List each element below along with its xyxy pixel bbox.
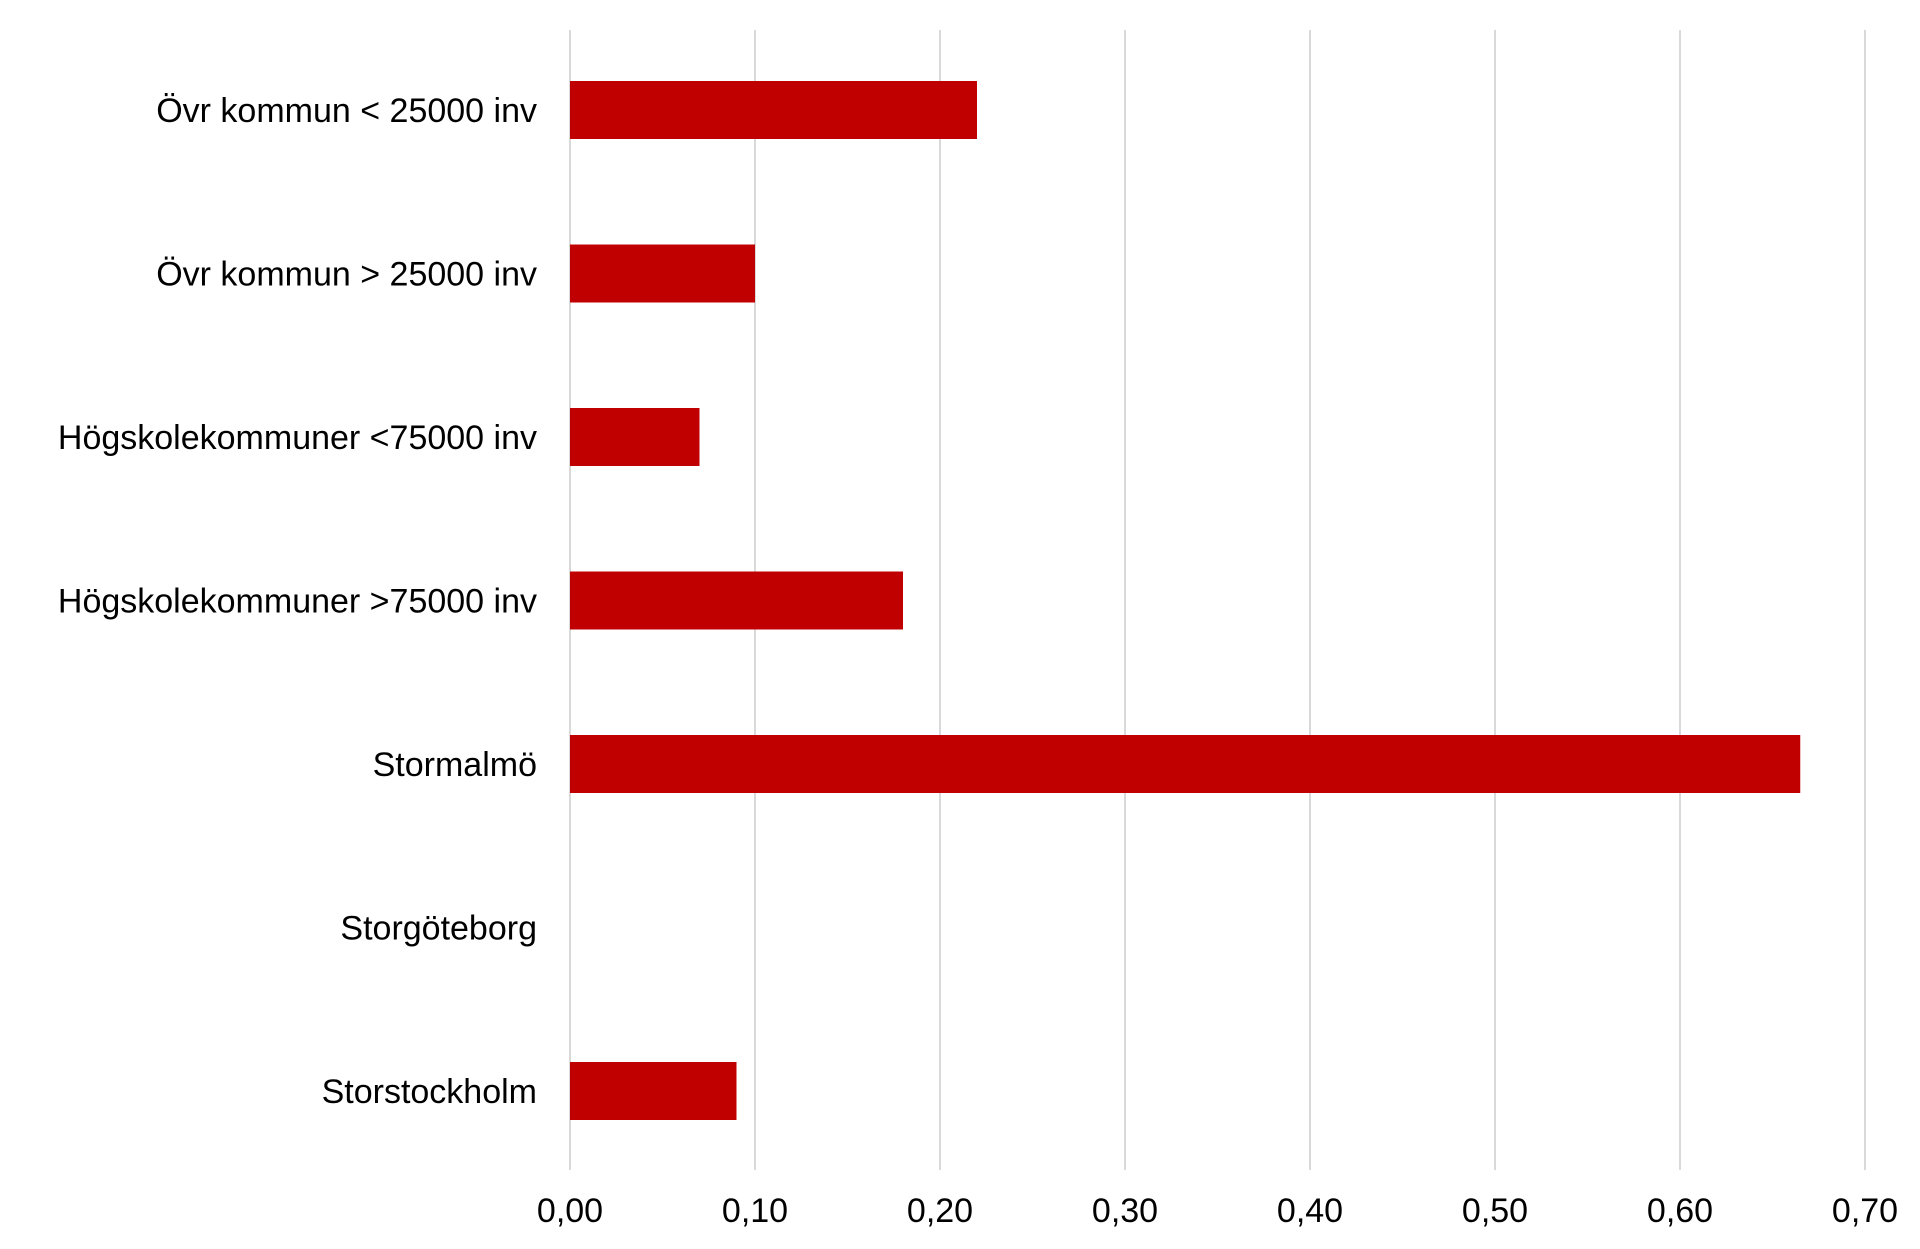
category-label: Storstockholm: [322, 1073, 537, 1111]
bar: [570, 81, 977, 139]
category-label: Storgöteborg: [340, 910, 537, 948]
x-tick-label: 0,50: [1462, 1192, 1528, 1230]
x-axis-tick-labels: 0,00 0,10 0,20 0,30 0,40 0,50 0,60 0,70: [537, 1192, 1898, 1230]
category-label: Högskolekommuner <75000 inv: [58, 419, 537, 457]
bar: [570, 735, 1801, 793]
category-label: Övr kommun < 25000 inv: [156, 92, 537, 130]
category-labels: Övr kommun < 25000 inv Övr kommun > 25000…: [58, 92, 537, 1111]
bars: [570, 81, 1801, 1120]
bar: [570, 244, 755, 303]
x-tick-label: 0,40: [1277, 1192, 1343, 1230]
category-label: Stormalmö: [373, 746, 537, 784]
x-tick-label: 0,30: [1092, 1192, 1158, 1230]
bar: [570, 1062, 737, 1120]
gridlines: [569, 30, 1866, 1170]
x-tick-label: 0,20: [907, 1192, 973, 1230]
bar: [570, 571, 903, 630]
x-tick-label: 0,10: [722, 1192, 788, 1230]
x-tick-label: 0,00: [537, 1192, 603, 1230]
category-label: Övr kommun > 25000 inv: [156, 256, 537, 294]
bar: [570, 408, 700, 466]
category-label: Högskolekommuner >75000 inv: [58, 583, 537, 621]
x-tick-label: 0,70: [1832, 1192, 1898, 1230]
x-tick-label: 0,60: [1647, 1192, 1713, 1230]
